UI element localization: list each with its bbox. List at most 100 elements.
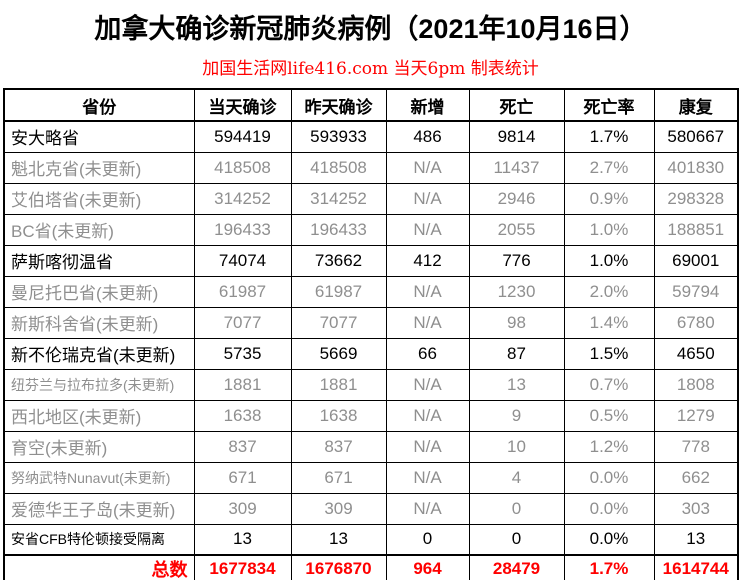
yesterday-confirmed-cell: 314252 bbox=[290, 182, 387, 215]
today-confirmed-cell: 671 bbox=[193, 461, 292, 494]
province-cell: 安大略省 bbox=[3, 120, 195, 153]
yesterday-confirmed-cell: 13 bbox=[290, 523, 387, 556]
today-confirmed-cell: 418508 bbox=[193, 151, 292, 184]
table-row: 艾伯塔省(未更新) 314252 314252 N/A 2946 0.9% 298328 bbox=[3, 182, 739, 215]
death-rate-cell: 0.0% bbox=[563, 523, 655, 556]
column-header-today-confirmed: 当天确诊 bbox=[193, 88, 292, 122]
new-cases-cell: N/A bbox=[385, 399, 470, 432]
totals-deaths-cell: 28479 bbox=[468, 554, 565, 580]
recovered-cell: 580667 bbox=[653, 120, 739, 153]
new-cases-cell: N/A bbox=[385, 151, 470, 184]
table-row: 安大略省 594419 593933 486 9814 1.7% 580667 bbox=[3, 120, 739, 153]
today-confirmed-cell: 13 bbox=[193, 523, 292, 556]
death-rate-cell: 0.0% bbox=[563, 461, 655, 494]
new-cases-cell: N/A bbox=[385, 306, 470, 339]
today-confirmed-cell: 61987 bbox=[193, 275, 292, 308]
today-confirmed-cell: 7077 bbox=[193, 306, 292, 339]
today-confirmed-cell: 837 bbox=[193, 430, 292, 463]
yesterday-confirmed-cell: 5669 bbox=[290, 337, 387, 370]
yesterday-confirmed-cell: 196433 bbox=[290, 213, 387, 246]
table-row: 萨斯喀彻温省 74074 73662 412 776 1.0% 69001 bbox=[3, 244, 739, 277]
table-row: BC省(未更新) 196433 196433 N/A 2055 1.0% 188851 bbox=[3, 213, 739, 246]
death-rate-cell: 0.5% bbox=[563, 399, 655, 432]
page-title: 加拿大确诊新冠肺炎病例（2021年10月16日） bbox=[94, 14, 647, 44]
new-cases-cell: N/A bbox=[385, 461, 470, 494]
table-row: 努纳武特Nunavut(未更新) 671 671 N/A 4 0.0% 662 bbox=[3, 461, 739, 494]
table-row: 育空(未更新) 837 837 N/A 10 1.2% 778 bbox=[3, 430, 739, 463]
table-header-row: 省份 当天确诊 昨天确诊 新增 死亡 死亡率 康复 bbox=[3, 88, 739, 122]
deaths-cell: 10 bbox=[468, 430, 565, 463]
death-rate-cell: 1.4% bbox=[563, 306, 655, 339]
deaths-cell: 2055 bbox=[468, 213, 565, 246]
death-rate-cell: 2.0% bbox=[563, 275, 655, 308]
totals-yesterday-confirmed-cell: 1676870 bbox=[290, 554, 387, 580]
death-rate-cell: 0.9% bbox=[563, 182, 655, 215]
table-row: 西北地区(未更新) 1638 1638 N/A 9 0.5% 1279 bbox=[3, 399, 739, 432]
province-cell: BC省(未更新) bbox=[3, 213, 195, 246]
today-confirmed-cell: 74074 bbox=[193, 244, 292, 277]
recovered-cell: 298328 bbox=[653, 182, 739, 215]
yesterday-confirmed-cell: 7077 bbox=[290, 306, 387, 339]
province-cell: 新不伦瑞克省(未更新) bbox=[3, 337, 195, 370]
column-header-recovered: 康复 bbox=[653, 88, 739, 122]
death-rate-cell: 1.2% bbox=[563, 430, 655, 463]
province-cell: 西北地区(未更新) bbox=[3, 399, 195, 432]
column-header-province: 省份 bbox=[3, 88, 195, 122]
province-cell: 育空(未更新) bbox=[3, 430, 195, 463]
death-rate-cell: 1.0% bbox=[563, 213, 655, 246]
death-rate-cell: 0.7% bbox=[563, 368, 655, 401]
new-cases-cell: N/A bbox=[385, 213, 470, 246]
table-row: 曼尼托巴省(未更新) 61987 61987 N/A 1230 2.0% 59794 bbox=[3, 275, 739, 308]
deaths-cell: 776 bbox=[468, 244, 565, 277]
recovered-cell: 59794 bbox=[653, 275, 739, 308]
recovered-cell: 778 bbox=[653, 430, 739, 463]
death-rate-cell: 1.5% bbox=[563, 337, 655, 370]
table-row: 新不伦瑞克省(未更新) 5735 5669 66 87 1.5% 4650 bbox=[3, 337, 739, 370]
recovered-cell: 662 bbox=[653, 461, 739, 494]
table-row: 爱德华王子岛(未更新) 309 309 N/A 0 0.0% 303 bbox=[3, 492, 739, 525]
deaths-cell: 13 bbox=[468, 368, 565, 401]
covid-stats-table: 省份 当天确诊 昨天确诊 新增 死亡 死亡率 康复 安大略省 594419 593933 486 9… bbox=[3, 88, 739, 580]
new-cases-cell: 486 bbox=[385, 120, 470, 153]
table-row: 纽芬兰与拉布拉多(未更新) 1881 1881 N/A 13 0.7% 1808 bbox=[3, 368, 739, 401]
recovered-cell: 4650 bbox=[653, 337, 739, 370]
deaths-cell: 9814 bbox=[468, 120, 565, 153]
yesterday-confirmed-cell: 418508 bbox=[290, 151, 387, 184]
column-header-death-rate: 死亡率 bbox=[563, 88, 655, 122]
deaths-cell: 1230 bbox=[468, 275, 565, 308]
yesterday-confirmed-cell: 309 bbox=[290, 492, 387, 525]
province-cell: 新斯科舍省(未更新) bbox=[3, 306, 195, 339]
deaths-cell: 98 bbox=[468, 306, 565, 339]
deaths-cell: 0 bbox=[468, 492, 565, 525]
page-subtitle: 加国生活网life416.com 当天6pm 制表统计 bbox=[202, 59, 539, 79]
totals-today-confirmed-cell: 1677834 bbox=[193, 554, 292, 580]
deaths-cell: 87 bbox=[468, 337, 565, 370]
deaths-cell: 4 bbox=[468, 461, 565, 494]
province-cell: 魁北克省(未更新) bbox=[3, 151, 195, 184]
yesterday-confirmed-cell: 61987 bbox=[290, 275, 387, 308]
today-confirmed-cell: 314252 bbox=[193, 182, 292, 215]
yesterday-confirmed-cell: 671 bbox=[290, 461, 387, 494]
province-cell: 爱德华王子岛(未更新) bbox=[3, 492, 195, 525]
recovered-cell: 401830 bbox=[653, 151, 739, 184]
deaths-cell: 0 bbox=[468, 523, 565, 556]
new-cases-cell: N/A bbox=[385, 182, 470, 215]
table-row: 新斯科舍省(未更新) 7077 7077 N/A 98 1.4% 6780 bbox=[3, 306, 739, 339]
totals-death-rate-cell: 1.7% bbox=[563, 554, 655, 580]
province-cell: 曼尼托巴省(未更新) bbox=[3, 275, 195, 308]
yesterday-confirmed-cell: 593933 bbox=[290, 120, 387, 153]
totals-label: 总数 bbox=[3, 554, 195, 580]
today-confirmed-cell: 1638 bbox=[193, 399, 292, 432]
death-rate-cell: 2.7% bbox=[563, 151, 655, 184]
recovered-cell: 6780 bbox=[653, 306, 739, 339]
today-confirmed-cell: 1881 bbox=[193, 368, 292, 401]
province-cell: 艾伯塔省(未更新) bbox=[3, 182, 195, 215]
yesterday-confirmed-cell: 1638 bbox=[290, 399, 387, 432]
today-confirmed-cell: 309 bbox=[193, 492, 292, 525]
new-cases-cell: 66 bbox=[385, 337, 470, 370]
deaths-cell: 9 bbox=[468, 399, 565, 432]
column-header-new-cases: 新增 bbox=[385, 88, 470, 122]
deaths-cell: 2946 bbox=[468, 182, 565, 215]
death-rate-cell: 0.0% bbox=[563, 492, 655, 525]
